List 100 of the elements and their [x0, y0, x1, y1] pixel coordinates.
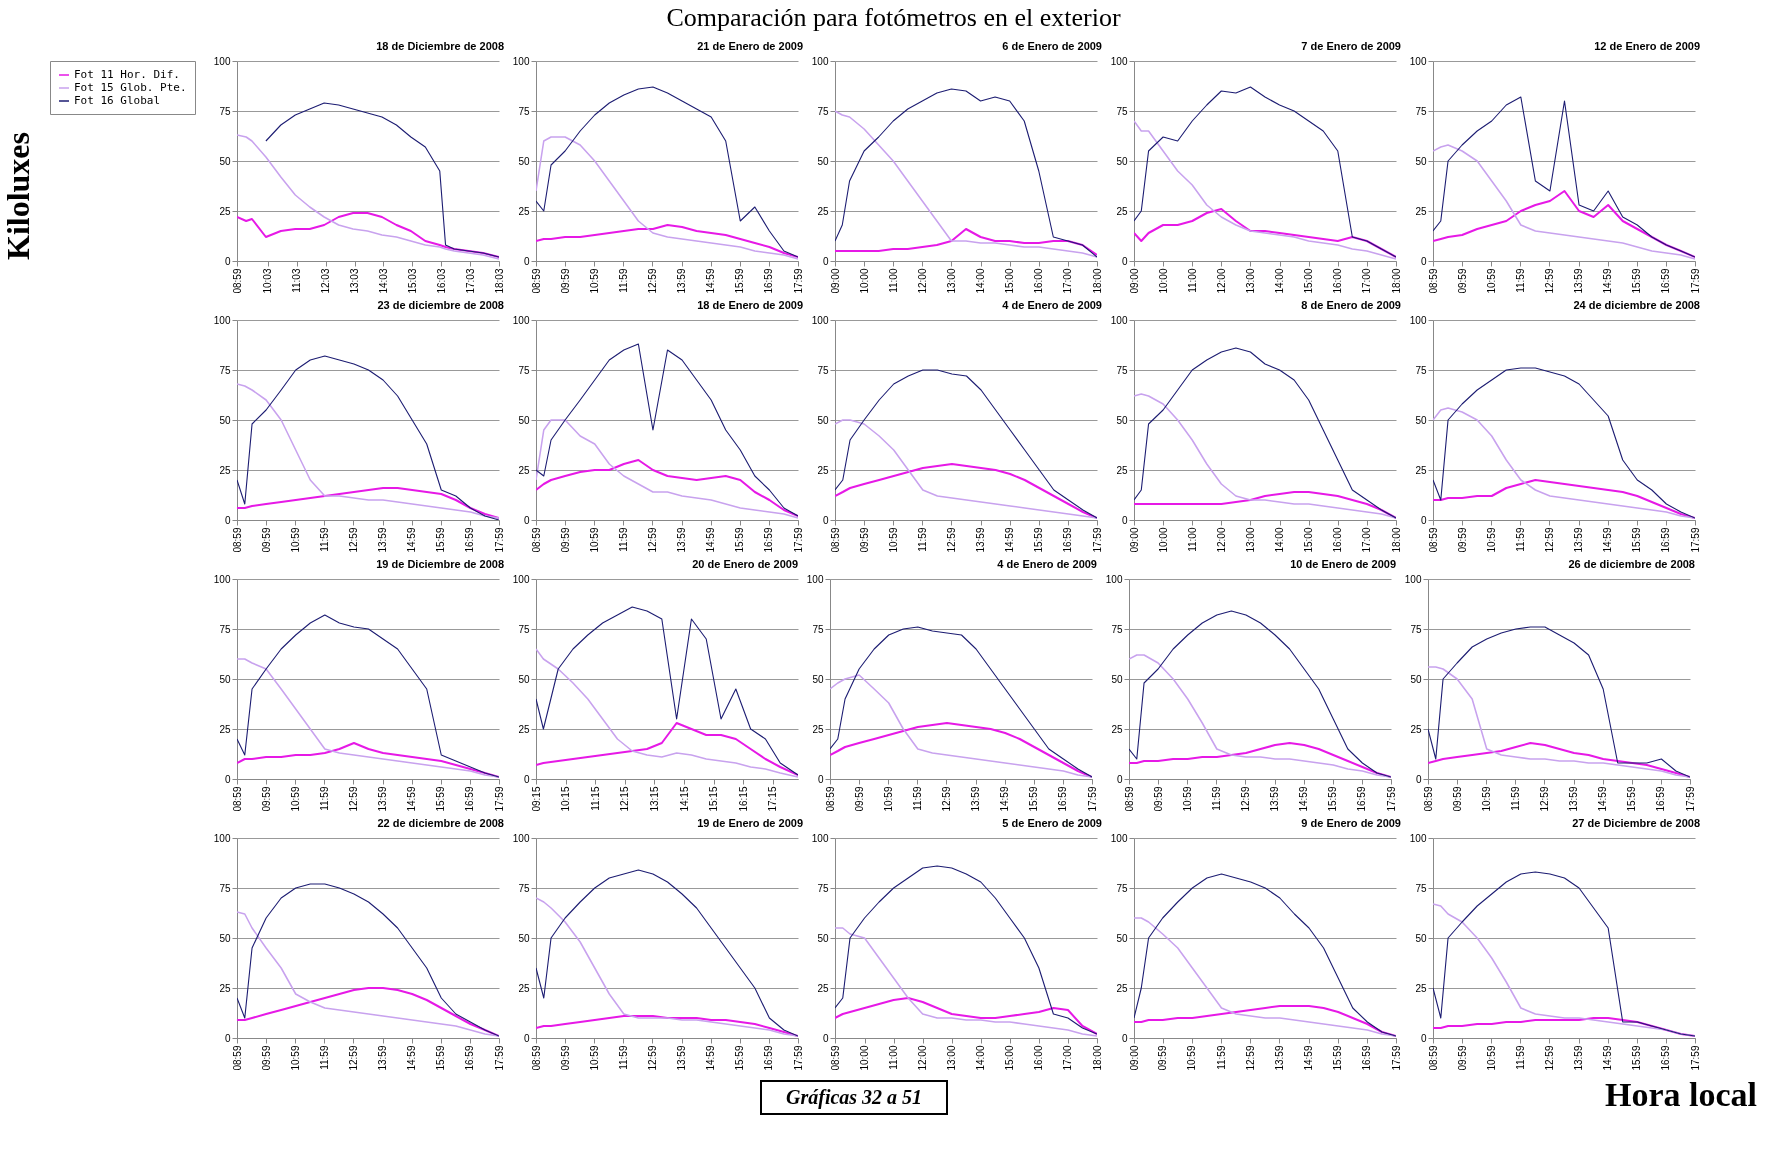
y-tick-label: 50	[518, 673, 530, 685]
y-tick-label: 50	[817, 155, 829, 167]
y-tick-label: 25	[817, 982, 829, 994]
line-series	[835, 997, 1097, 1035]
y-tick-label: 50	[1415, 414, 1427, 426]
x-tick-label: 11:59	[617, 268, 629, 293]
y-tick-label: 25	[518, 464, 530, 476]
x-tick-label: 16:59	[1660, 268, 1672, 294]
x-tick-label: 11:00	[888, 1045, 900, 1070]
x-tick-label: 15:59	[1631, 527, 1643, 553]
y-tick-label: 0	[224, 1032, 231, 1044]
x-tick-label: 13:59	[377, 786, 389, 812]
x-tick-label: 18:00	[1390, 527, 1402, 553]
x-tick-label: 14:59	[705, 268, 717, 294]
x-tick-label: 14:59	[1597, 786, 1609, 812]
y-tick-label: 100	[213, 832, 231, 844]
chart-title: 8 de Enero de 2009	[1301, 299, 1401, 311]
x-tick-label: 15:59	[435, 786, 447, 812]
x-tick-label: 10:59	[1485, 1045, 1497, 1071]
x-tick-label: 15:59	[734, 527, 746, 553]
x-tick-label: 15:59	[435, 1045, 447, 1071]
y-tick-label: 75	[1410, 623, 1422, 635]
y-tick-label: 0	[1121, 1032, 1128, 1044]
x-tick-label: 11:59	[1210, 786, 1222, 811]
y-tick-label: 75	[1415, 105, 1427, 117]
x-tick-label: 14:00	[1274, 268, 1286, 294]
x-tick-label: 09:00	[829, 268, 841, 294]
x-tick-label: 12:59	[1543, 268, 1555, 294]
line-series	[536, 722, 798, 776]
legend-label: Fot 11 Hor. Dif.	[74, 68, 180, 81]
x-tick-label: 11:59	[617, 527, 629, 552]
x-tick-label: 17:59	[1689, 1045, 1701, 1071]
x-tick-label: 15:00	[1004, 268, 1016, 294]
chart-title: 9 de Enero de 2009	[1301, 817, 1401, 829]
x-tick-label: 09:59	[260, 786, 272, 812]
x-tick-label: 16:59	[464, 1045, 476, 1071]
x-tick-label: 09:00	[1128, 268, 1140, 294]
y-tick-label: 0	[822, 1032, 829, 1044]
x-tick-label: 09:59	[260, 527, 272, 553]
x-tick-label: 17:59	[1390, 1045, 1402, 1071]
x-tick-label: 10:59	[588, 1045, 600, 1071]
x-tick-label: 12:59	[646, 268, 658, 294]
y-tick-label: 50	[1116, 414, 1128, 426]
x-tick-label: 13:59	[377, 1045, 389, 1071]
legend-label: Fot 15 Glob. Pte.	[74, 81, 187, 94]
line-series	[536, 224, 798, 258]
x-tick-label: 13:59	[1573, 527, 1585, 553]
x-tick-label: 16:03	[435, 268, 447, 294]
x-tick-label: 15:59	[435, 527, 447, 553]
y-tick-label: 100	[512, 832, 530, 844]
chart-title: 24 de diciembre de 2008	[1573, 299, 1700, 311]
y-tick-label: 0	[224, 514, 231, 526]
x-tick-label: 13:59	[676, 527, 688, 553]
x-tick-label: 08:59	[829, 1045, 841, 1071]
chart-title: 4 de Enero de 2009	[997, 558, 1097, 570]
y-tick-label: 75	[1415, 364, 1427, 376]
x-tick-label: 12:59	[1244, 1045, 1256, 1071]
y-tick-label: 25	[1415, 464, 1427, 476]
x-tick-label: 09:15	[530, 786, 542, 812]
x-tick-label: 17:00	[1062, 1045, 1074, 1071]
x-tick-label: 08:59	[1123, 786, 1135, 812]
chart-title: 23 de diciembre de 2008	[377, 299, 504, 311]
x-tick-label: 16:59	[1356, 786, 1368, 812]
line-series	[1134, 86, 1396, 258]
x-tick-label: 16:00	[1332, 268, 1344, 294]
x-tick-label: 09:59	[858, 527, 870, 553]
x-tick-label: 08:59	[231, 786, 243, 812]
x-tick-label: 11:59	[617, 1045, 629, 1070]
x-tick-label: 09:00	[1128, 1045, 1140, 1071]
x-tick-label: 14:03	[377, 268, 389, 294]
x-tick-label: 17:59	[1385, 786, 1397, 812]
y-tick-label: 50	[817, 414, 829, 426]
x-tick-label: 14:59	[1298, 786, 1310, 812]
x-tick-label: 08:59	[1427, 527, 1439, 553]
x-tick-label: 16:59	[1057, 786, 1069, 812]
x-tick-label: 11:59	[318, 1045, 330, 1070]
x-tick-label: 09:59	[559, 268, 571, 294]
line-series	[536, 86, 798, 258]
x-tick-label: 17:59	[493, 1045, 505, 1071]
chart-title: 26 de diciembre de 2008	[1568, 558, 1695, 570]
x-tick-label: 12:59	[646, 527, 658, 553]
y-tick-label: 75	[1116, 882, 1128, 894]
text: Hora local	[1604, 1076, 1757, 1114]
line-series	[237, 212, 499, 258]
y-tick-label: 0	[1420, 514, 1427, 526]
x-tick-label: 10:59	[1186, 1045, 1198, 1071]
x-tick-label: 16:59	[1361, 1045, 1373, 1071]
chart-title: 4 de Enero de 2009	[1002, 299, 1102, 311]
y-tick-label: 75	[817, 364, 829, 376]
y-tick-label: 25	[1116, 464, 1128, 476]
x-tick-label: 14:00	[975, 268, 987, 294]
x-tick-label: 09:59	[260, 1045, 272, 1071]
y-tick-label: 0	[1116, 773, 1123, 785]
y-tick-label: 75	[518, 105, 530, 117]
x-tick-label: 13:59	[676, 1045, 688, 1071]
x-tick-label: 10:59	[1480, 786, 1492, 812]
x-tick-label: 17:59	[792, 268, 804, 294]
chart-title: 19 de Enero de 2009	[697, 817, 803, 829]
y-tick-label: 100	[512, 314, 530, 326]
y-tick-label: 50	[1410, 673, 1422, 685]
